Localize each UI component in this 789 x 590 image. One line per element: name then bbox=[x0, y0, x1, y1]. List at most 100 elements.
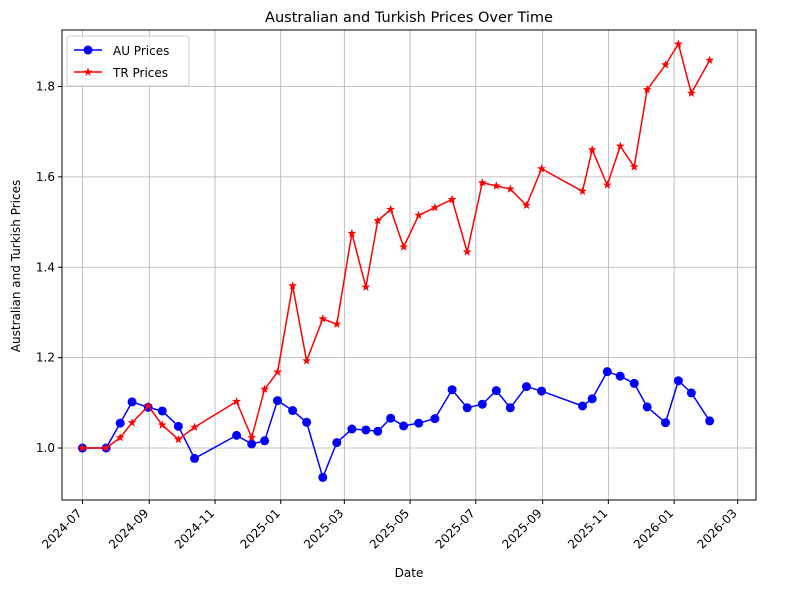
series-line-au bbox=[82, 370, 711, 479]
data-point-tr bbox=[462, 247, 472, 256]
data-point-au bbox=[373, 426, 383, 436]
data-point-tr bbox=[414, 210, 424, 220]
data-point-au bbox=[361, 425, 371, 435]
series-tr bbox=[78, 39, 715, 452]
data-point-tr bbox=[332, 319, 342, 328]
series-au bbox=[77, 367, 715, 482]
legend-label-au: AU Prices bbox=[113, 44, 169, 58]
data-point-tr bbox=[78, 443, 87, 452]
data-point-tr bbox=[505, 184, 515, 193]
series-layer bbox=[77, 39, 715, 482]
data-point-au bbox=[190, 453, 200, 463]
data-point-au bbox=[232, 430, 242, 440]
data-point-tr bbox=[522, 200, 531, 210]
data-point-au bbox=[686, 388, 696, 398]
y-tick-label: 1.0 bbox=[36, 441, 55, 455]
grid bbox=[62, 30, 756, 500]
legend-label-tr: TR Prices bbox=[112, 66, 168, 80]
data-point-au bbox=[660, 418, 670, 428]
y-tick-label: 1.4 bbox=[36, 260, 55, 274]
data-point-tr bbox=[273, 367, 282, 376]
data-point-au bbox=[386, 413, 396, 423]
data-point-tr bbox=[430, 203, 440, 212]
data-point-tr bbox=[661, 60, 670, 69]
data-point-tr bbox=[190, 422, 199, 431]
data-point-tr bbox=[373, 216, 383, 225]
data-point-au bbox=[115, 418, 125, 428]
data-point-tr bbox=[347, 228, 357, 238]
legend-marker-tr bbox=[83, 67, 93, 76]
data-point-au bbox=[260, 436, 270, 446]
data-point-tr bbox=[260, 384, 269, 393]
data-point-tr bbox=[318, 314, 328, 323]
data-point-tr bbox=[399, 242, 408, 251]
data-point-au bbox=[615, 371, 625, 381]
data-point-au bbox=[673, 376, 683, 386]
chart-title: Australian and Turkish Prices Over Time bbox=[265, 10, 553, 26]
data-point-tr bbox=[386, 204, 396, 214]
data-point-tr bbox=[705, 55, 715, 64]
data-point-tr bbox=[615, 141, 625, 150]
data-point-au bbox=[521, 382, 531, 392]
data-point-tr bbox=[143, 401, 153, 410]
data-point-tr bbox=[288, 281, 297, 290]
data-point-tr bbox=[674, 39, 683, 48]
data-point-tr bbox=[361, 282, 371, 291]
data-point-tr bbox=[629, 162, 639, 171]
data-point-au bbox=[347, 424, 357, 434]
data-point-au bbox=[318, 472, 328, 482]
data-point-au bbox=[505, 403, 515, 413]
data-point-tr bbox=[247, 433, 257, 442]
data-point-au bbox=[273, 396, 283, 406]
legend: AU Prices TR Prices bbox=[66, 35, 190, 87]
data-point-au bbox=[157, 406, 167, 416]
data-point-au bbox=[642, 402, 652, 412]
data-point-au bbox=[302, 417, 312, 427]
y-tick-label: 1.8 bbox=[36, 79, 55, 93]
plot-frame bbox=[61, 29, 757, 501]
legend-box bbox=[66, 35, 190, 87]
data-point-tr bbox=[174, 434, 183, 444]
x-axis-title: Date bbox=[395, 566, 424, 580]
series-line-tr bbox=[82, 43, 711, 449]
data-point-au bbox=[491, 386, 501, 396]
y-axis-title: Australian and Turkish Prices bbox=[9, 180, 23, 352]
data-point-au bbox=[127, 397, 137, 407]
data-point-au bbox=[578, 401, 587, 411]
data-point-tr bbox=[686, 88, 696, 97]
data-point-au bbox=[537, 386, 547, 396]
data-point-tr bbox=[491, 181, 501, 190]
data-point-tr bbox=[157, 420, 167, 429]
data-point-tr bbox=[587, 145, 597, 154]
data-point-au bbox=[414, 418, 424, 428]
legend-entry-tr: TR Prices bbox=[74, 66, 168, 80]
data-point-tr bbox=[127, 418, 137, 427]
data-point-au bbox=[288, 406, 298, 416]
data-point-tr bbox=[642, 85, 652, 94]
data-point-au bbox=[629, 378, 639, 388]
data-point-au bbox=[477, 399, 487, 409]
data-point-tr bbox=[232, 396, 241, 406]
y-tick-label: 1.6 bbox=[36, 170, 55, 184]
data-point-tr bbox=[578, 186, 587, 196]
data-point-tr bbox=[602, 180, 612, 189]
data-point-au bbox=[247, 439, 257, 449]
legend-entry-au: AU Prices bbox=[74, 44, 169, 58]
data-point-tr bbox=[477, 178, 487, 187]
data-point-au bbox=[462, 403, 472, 413]
data-point-au bbox=[602, 367, 612, 377]
data-point-au bbox=[173, 421, 183, 431]
y-axis: 1.0 1.2 1.4 1.6 1.8 bbox=[36, 79, 62, 455]
data-point-au bbox=[430, 414, 440, 424]
data-point-tr bbox=[101, 443, 111, 452]
data-point-au bbox=[447, 385, 457, 395]
data-point-au bbox=[399, 421, 409, 431]
data-point-tr bbox=[115, 433, 125, 442]
y-tick-label: 1.2 bbox=[36, 351, 55, 365]
data-point-au bbox=[587, 394, 597, 404]
data-point-tr bbox=[537, 164, 546, 173]
legend-marker-au bbox=[83, 45, 93, 55]
